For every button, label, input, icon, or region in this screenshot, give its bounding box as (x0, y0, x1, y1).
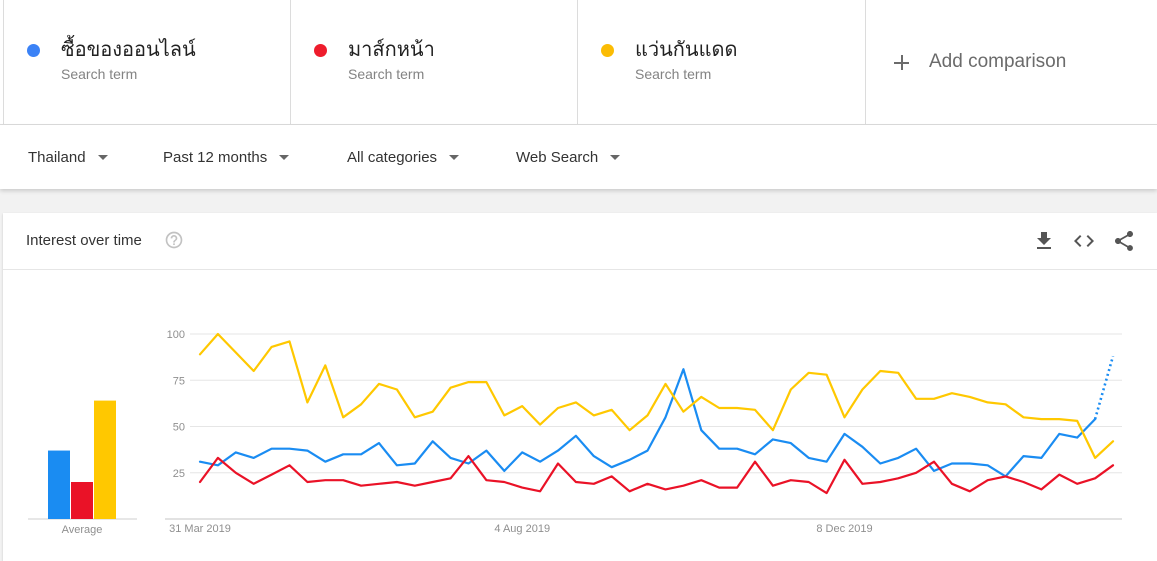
help-icon[interactable] (164, 230, 184, 250)
comparison-bar: ซื้อของออนไลน์ Search term มาส์กหน้า Sea… (0, 0, 1157, 125)
average-bar-1 (48, 450, 70, 519)
category-dropdown-label: All categories (347, 148, 438, 166)
term-name: แว่นกันแดด (635, 39, 738, 61)
embed-icon[interactable] (1072, 229, 1096, 253)
x-tick-label: 4 Aug 2019 (494, 523, 550, 535)
average-bar-2 (71, 482, 93, 519)
series-line-2 (198, 455, 1115, 495)
series-color-dot (314, 44, 327, 57)
add-comparison-label: Add comparison (929, 51, 1067, 72)
series-color-dot (27, 44, 40, 57)
x-tick-label: 8 Dec 2019 (816, 523, 872, 535)
widget-header: Interest over time (3, 213, 1157, 270)
category-dropdown[interactable]: All categories (347, 147, 460, 167)
term-card-1[interactable]: ซื้อของออนไลน์ Search term (3, 0, 291, 124)
caret-down-icon (279, 154, 290, 160)
term-card-2[interactable]: มาส์กหน้า Search term (291, 0, 578, 124)
caret-down-icon (97, 154, 108, 160)
term-card-3[interactable]: แว่นกันแดด Search term (578, 0, 866, 124)
average-label: Average (62, 524, 103, 536)
time-range-dropdown-label: Past 12 months (163, 148, 268, 166)
term-name: มาส์กหน้า (348, 39, 435, 61)
region-dropdown-label: Thailand (28, 148, 86, 166)
term-subtitle: Search term (635, 66, 712, 82)
caret-down-icon (449, 154, 460, 160)
filter-bar: Thailand Past 12 months All categories W… (0, 125, 1157, 189)
search-type-dropdown[interactable]: Web Search (516, 147, 621, 167)
term-name: ซื้อของออนไลน์ (61, 39, 196, 61)
line-plot-area[interactable]: 25 50 75 100 31 Mar 2019 4 Aug 2019 8 Dec 2019 (165, 329, 1122, 535)
average-bar-3 (94, 400, 116, 519)
x-tick-label: 31 Mar 2019 (169, 523, 231, 535)
series-line-1 (198, 368, 1097, 478)
caret-down-icon (610, 154, 621, 160)
time-range-dropdown[interactable]: Past 12 months (163, 147, 290, 167)
add-comparison-button[interactable]: Add comparison (866, 0, 1157, 124)
series-line-1-partial (1093, 355, 1115, 420)
y-tick-label: 50 (173, 422, 185, 434)
y-tick-label: 25 (173, 468, 185, 480)
term-subtitle: Search term (348, 66, 425, 82)
term-subtitle: Search term (61, 66, 138, 82)
series-line-3 (198, 332, 1115, 459)
download-icon[interactable] (1032, 229, 1056, 253)
y-tick-label: 75 (173, 375, 185, 387)
widget-title: Interest over time (26, 232, 142, 249)
interest-over-time-widget: Interest over time (3, 213, 1157, 561)
average-bar-chart: Average (28, 400, 137, 536)
series-color-dot (601, 44, 614, 57)
region-dropdown[interactable]: Thailand (28, 147, 108, 167)
share-icon[interactable] (1112, 229, 1136, 253)
search-type-dropdown-label: Web Search (516, 148, 599, 166)
plus-icon (894, 55, 909, 70)
interest-over-time-chart[interactable]: Average 25 50 75 100 31 Mar 2019 4 Aug 2019 8 … (0, 270, 1157, 561)
y-tick-label: 100 (167, 329, 185, 341)
